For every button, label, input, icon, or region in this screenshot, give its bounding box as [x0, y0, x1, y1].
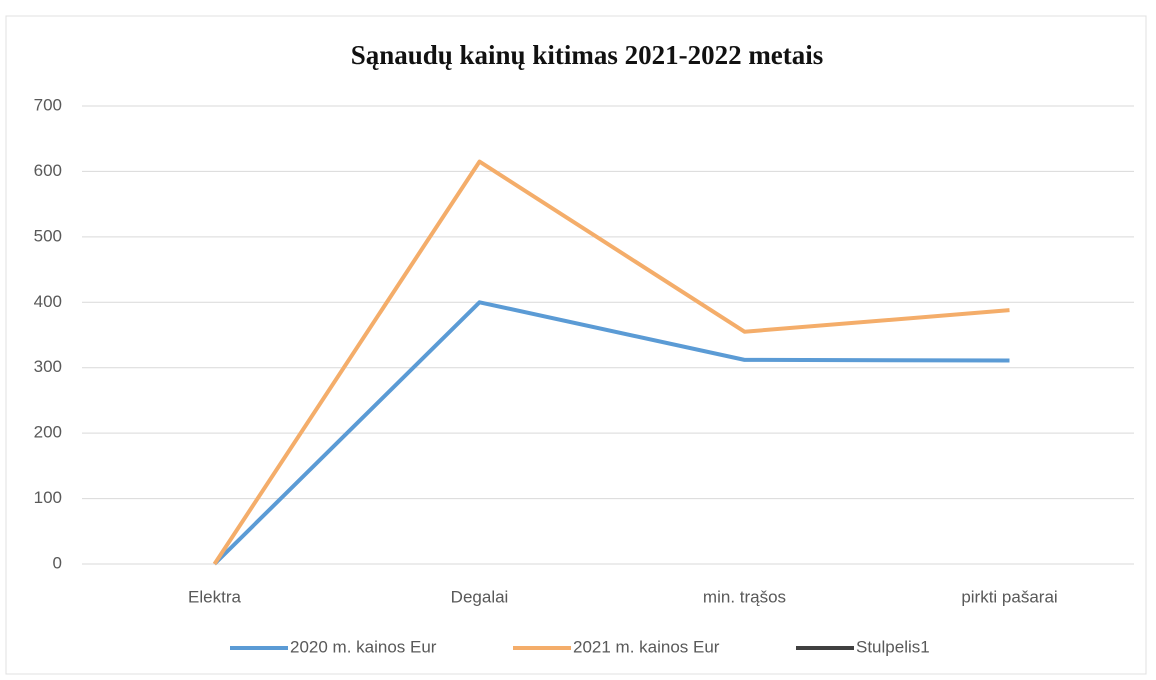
y-tick-label: 400	[34, 292, 62, 311]
y-tick-label: 500	[34, 226, 62, 245]
x-tick-label: min. trąšos	[703, 587, 786, 606]
y-tick-label: 700	[34, 95, 62, 114]
x-tick-label: Degalai	[451, 587, 509, 606]
y-tick-label: 300	[34, 357, 62, 376]
x-tick-label: Elektra	[188, 587, 241, 606]
x-tick-label: pirkti pašarai	[961, 587, 1057, 606]
series-line	[212, 159, 1010, 566]
chart-frame	[5, 15, 1147, 675]
y-tick-label: 200	[34, 423, 62, 442]
chart-title: Sąnaudų kainų kitimas 2021-2022 metais	[351, 40, 824, 70]
series-line	[213, 300, 1010, 566]
legend-label: 2021 m. kainos Eur	[573, 637, 720, 656]
y-tick-label: 600	[34, 161, 62, 180]
legend-label: Stulpelis1	[856, 637, 930, 656]
y-tick-label: 0	[53, 553, 62, 572]
legend-label: 2020 m. kainos Eur	[290, 637, 437, 656]
y-tick-label: 100	[34, 488, 62, 507]
